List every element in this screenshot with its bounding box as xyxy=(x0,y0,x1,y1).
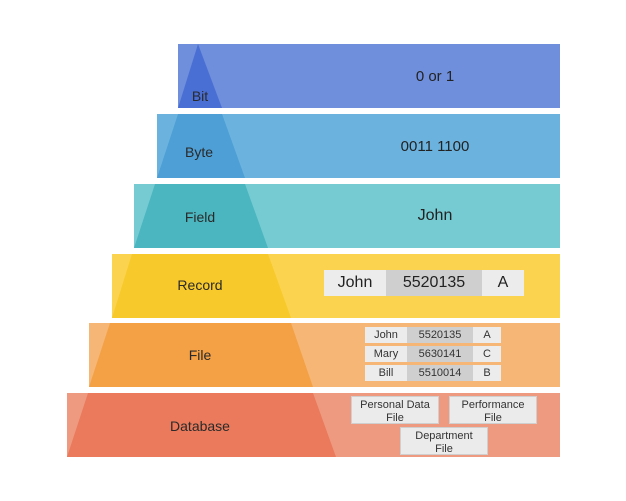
database-trapezoid xyxy=(67,393,336,457)
field-value: John xyxy=(417,207,453,224)
file-row-3-id: 5510014 xyxy=(407,365,473,381)
level-label-field: Field xyxy=(184,209,216,225)
database-file-personal-data: Personal Data File xyxy=(351,396,439,424)
file-row-3-name: Bill xyxy=(365,365,407,381)
file-row-1-name: John xyxy=(365,327,407,343)
record-cell-id: 5520135 xyxy=(386,270,482,296)
file-row-3-grade: B xyxy=(473,365,501,381)
level-label-byte: Byte xyxy=(184,144,213,160)
database-file-personal-data-line1: Personal Data xyxy=(360,399,430,411)
level-label-file: File xyxy=(188,347,212,363)
bit-value: 0 or 1 xyxy=(415,68,455,85)
file-row-1-grade: A xyxy=(473,327,501,343)
database-file-department-line1: Department xyxy=(415,430,473,442)
file-row-2-name: Mary xyxy=(365,346,407,362)
file-row-1-id: 5520135 xyxy=(407,327,473,343)
record-trapezoid xyxy=(112,254,291,318)
bit-triangle xyxy=(178,44,222,108)
byte-value: 0011 1100 xyxy=(400,138,470,155)
record-cell-grade: A xyxy=(482,270,524,296)
file-row-2-grade: C xyxy=(473,346,501,362)
bit-band xyxy=(178,44,560,108)
level-label-database: Database xyxy=(170,418,230,434)
database-file-performance: Performance File xyxy=(449,396,537,424)
byte-trapezoid xyxy=(157,114,245,178)
file-row-2-id: 5630141 xyxy=(407,346,473,362)
database-file-department-line2: File xyxy=(435,443,453,455)
field-trapezoid xyxy=(134,184,268,248)
file-trapezoid xyxy=(89,323,313,387)
database-file-department: Department File xyxy=(400,427,488,455)
database-file-performance-line2: File xyxy=(484,412,502,424)
record-cell-name: John xyxy=(324,270,386,296)
database-file-performance-line1: Performance xyxy=(461,399,525,411)
level-label-bit: Bit xyxy=(191,88,209,104)
level-label-record: Record xyxy=(177,277,223,293)
database-file-personal-data-line2: File xyxy=(386,412,404,424)
